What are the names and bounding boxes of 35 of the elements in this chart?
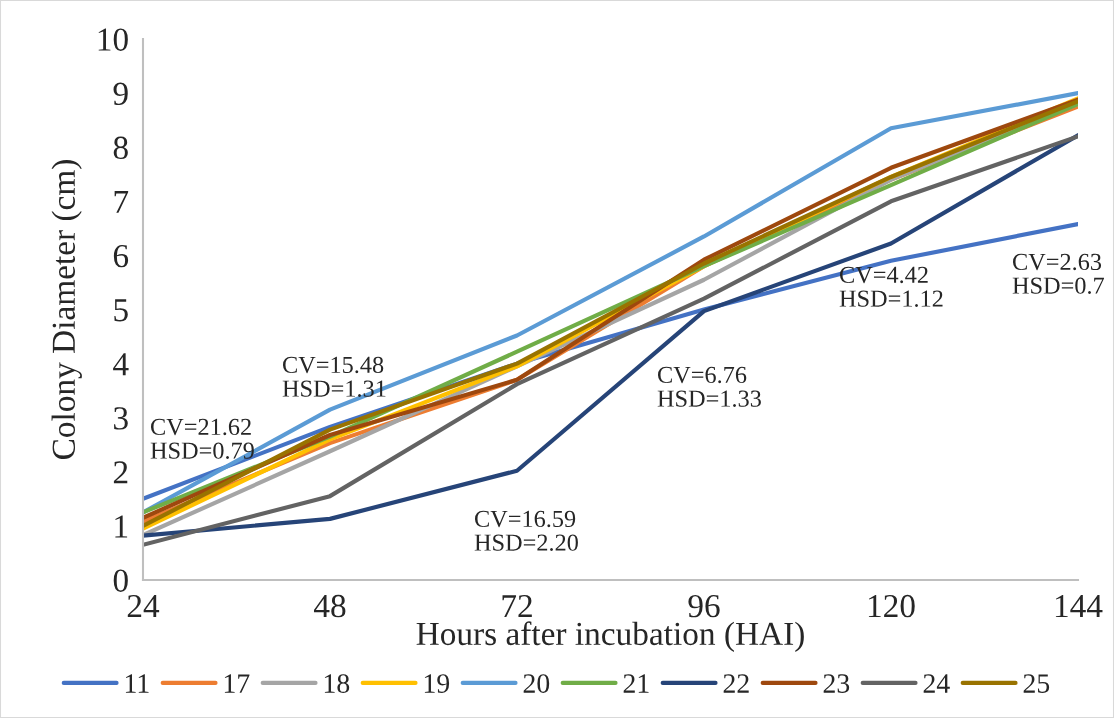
annotation: CV=21.62 HSD=0.79 — [150, 418, 254, 459]
legend-label: 18 — [324, 674, 350, 693]
legend-label: 20 — [523, 674, 550, 693]
x-tick-label: 24 — [127, 594, 160, 618]
x-axis-title: Hours after incubation (HAI) — [416, 621, 804, 652]
x-tick-label: 72 — [502, 594, 532, 618]
x-tick-label: 144 — [1055, 595, 1103, 618]
legend-label: 25 — [1023, 674, 1050, 693]
legend-label: 24 — [923, 674, 950, 693]
y-tick-label: 1 — [115, 515, 128, 538]
y-axis-title: Colony Diameter (cm) — [51, 160, 82, 460]
y-tick-label: 0 — [113, 569, 128, 592]
y-tick-label: 6 — [113, 244, 129, 268]
annotation: CV=2.63 HSD=0.7 — [1012, 253, 1105, 294]
legend-label: 17 — [224, 674, 250, 693]
legend-label: 21 — [623, 674, 649, 693]
x-tick-label: 48 — [313, 594, 346, 618]
annotation: CV=4.42 HSD=1.12 — [839, 266, 943, 307]
y-tick-label: 3 — [114, 407, 128, 430]
y-tick-label: 8 — [113, 136, 128, 160]
y-tick-label: 2 — [113, 461, 128, 484]
legend-label: 19 — [424, 674, 450, 693]
x-tick-label: 120 — [868, 594, 915, 618]
legend-label: 22 — [723, 674, 749, 693]
annotation: CV=6.76 HSD=1.33 — [657, 366, 761, 407]
legend-label: 23 — [823, 674, 850, 693]
y-tick-label: 9 — [113, 82, 128, 105]
annotation: CV=15.48 HSD=1.31 — [282, 356, 386, 397]
annotation: CV=16.59 HSD=2.20 — [474, 510, 578, 551]
y-tick-label: 5 — [114, 299, 128, 322]
x-tick-label: 96 — [688, 594, 720, 618]
y-tick-label: 4 — [113, 353, 129, 376]
y-tick-label: 10 — [98, 28, 128, 51]
y-tick-label: 7 — [114, 191, 129, 213]
legend-label: 11 — [125, 674, 149, 693]
